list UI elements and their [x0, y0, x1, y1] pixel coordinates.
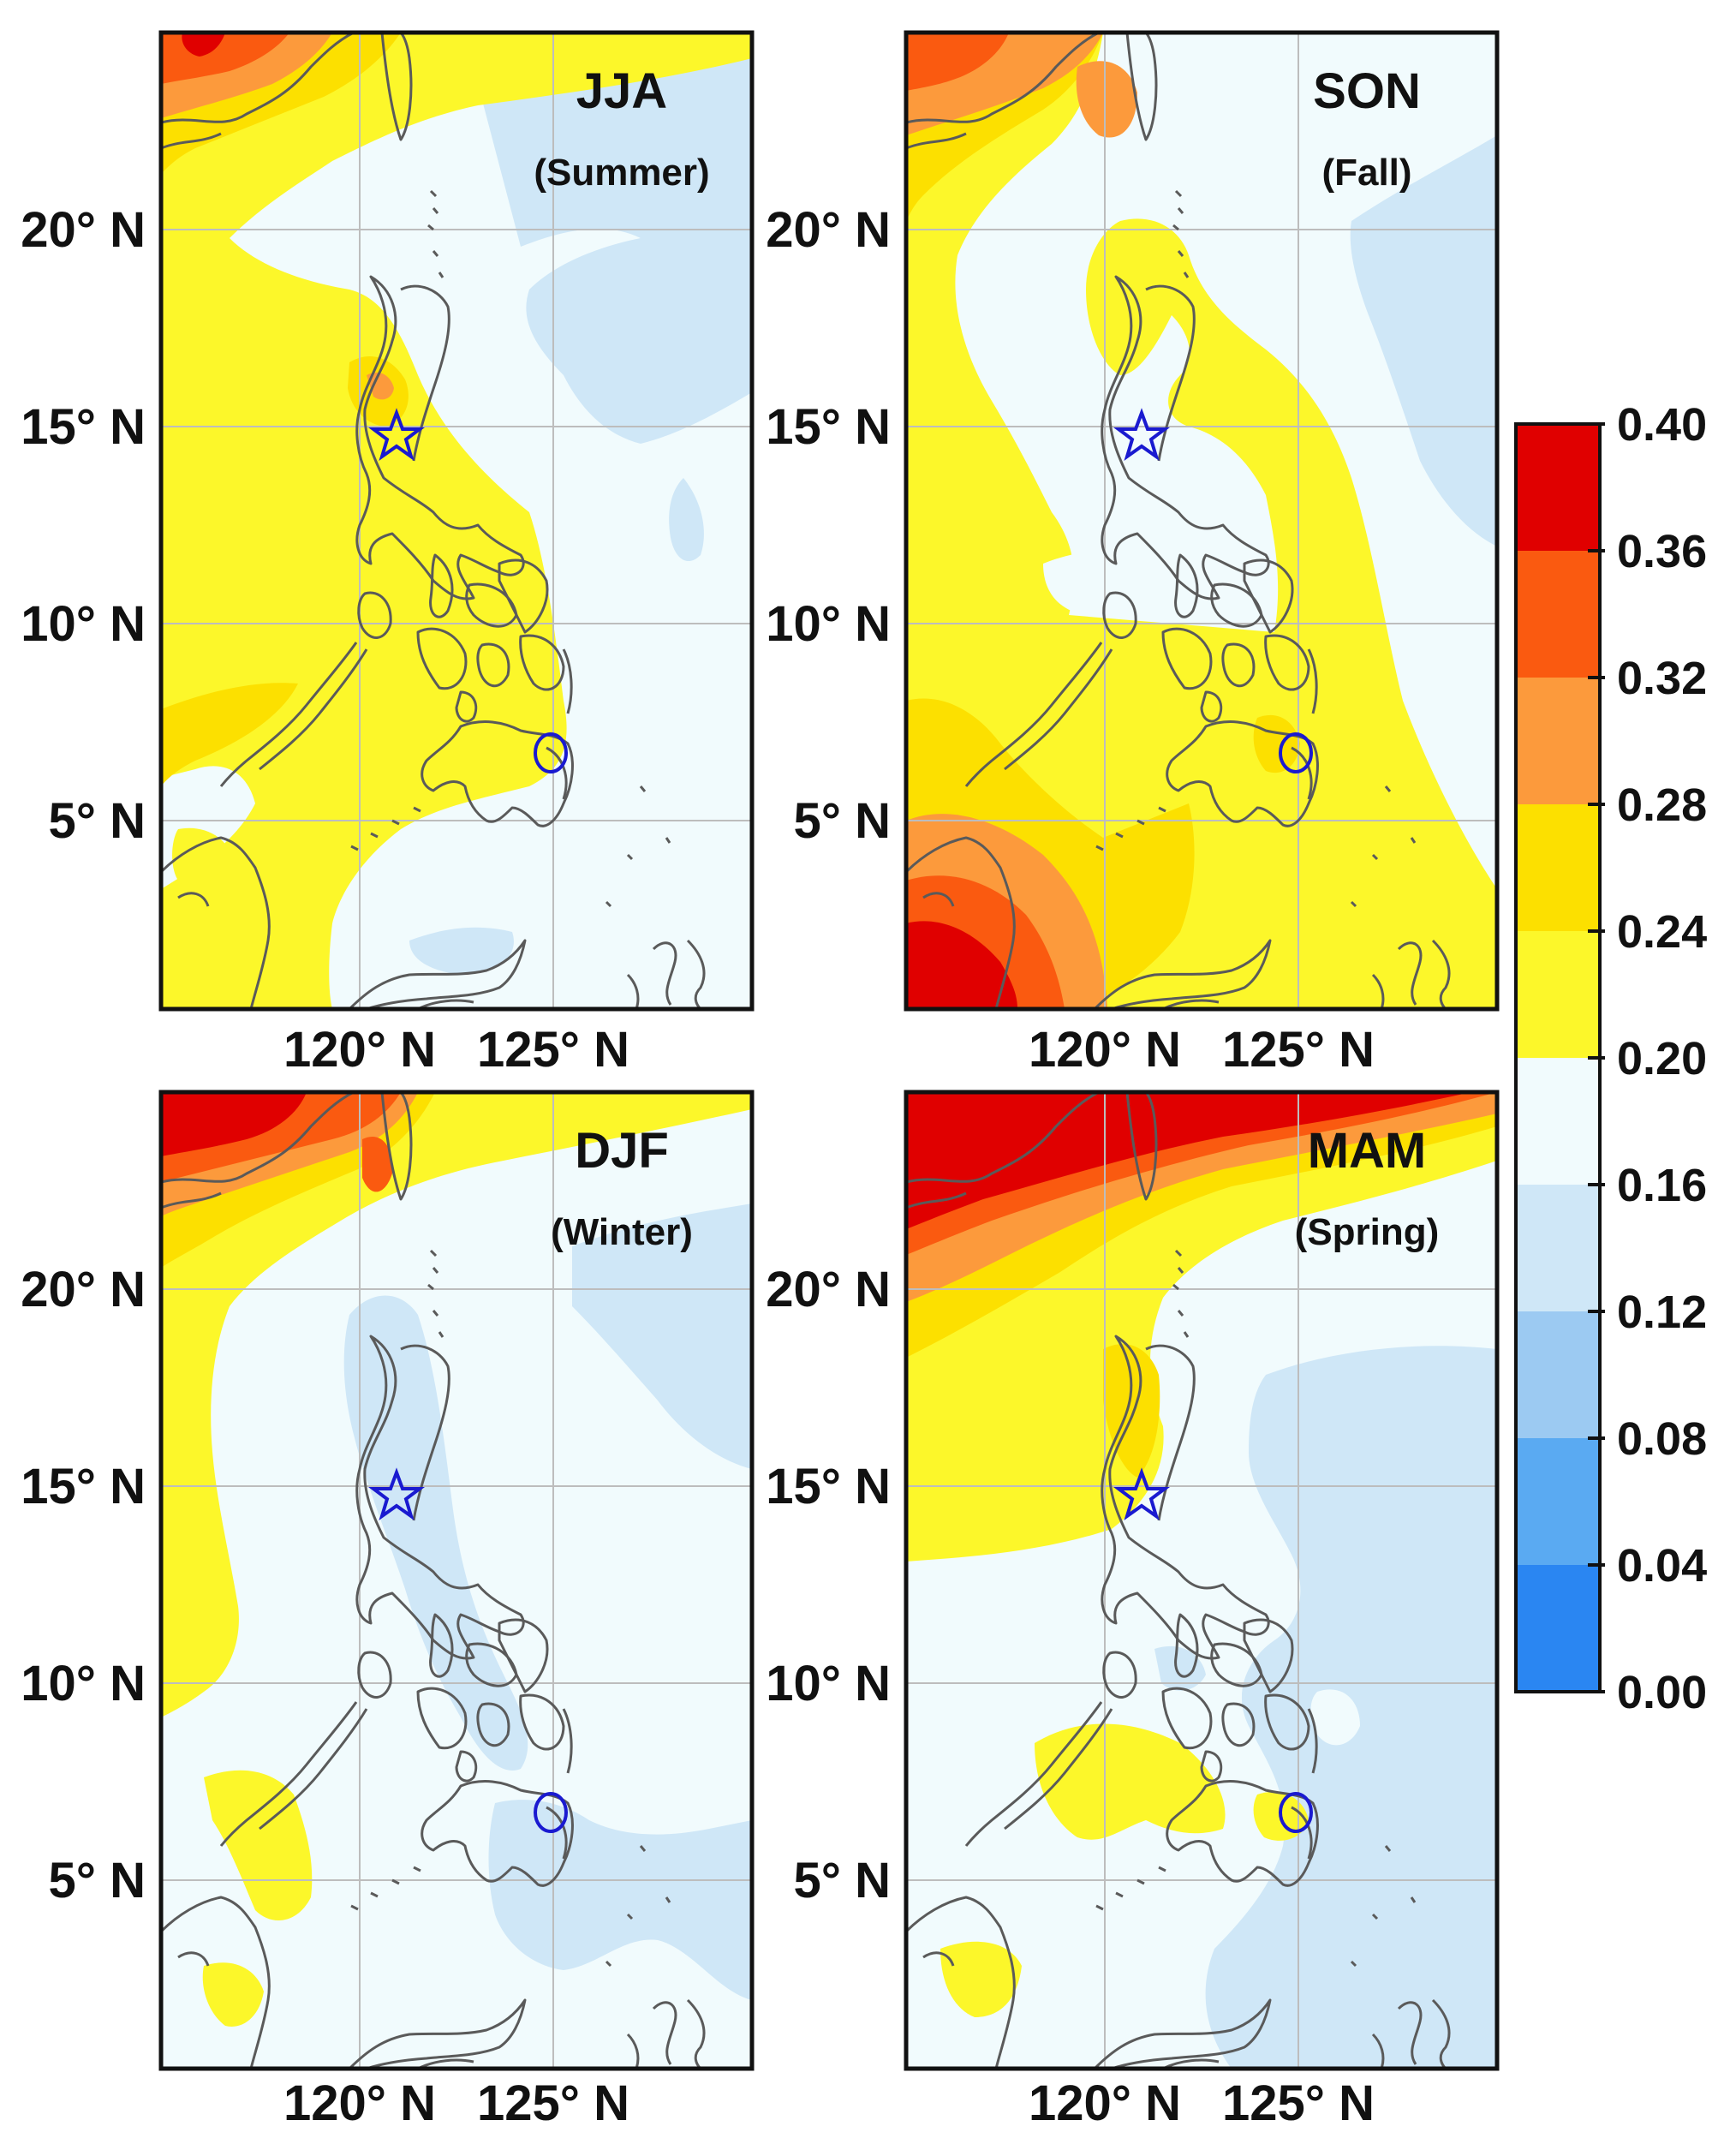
colorbar-bin	[1516, 1058, 1600, 1185]
son-field	[906, 33, 1497, 1009]
jja-frame	[158, 30, 755, 1012]
lat-label: 15° N	[21, 399, 146, 455]
colorbar-tick-label: 0.12	[1617, 1287, 1707, 1338]
circle-marker	[1279, 732, 1313, 773]
lat-label: 10° N	[21, 596, 146, 652]
jja-lon-labels: 120° N 125° N	[283, 1022, 629, 1078]
jja-subtitle: (Summer)	[534, 152, 709, 194]
colorbar-bin	[1516, 551, 1600, 678]
lon-label: 120° N	[283, 1022, 436, 1078]
colorbar: 0.40 0.36 0.32 0.28 0.24 0.20 0.16 0.12 0.08 0.04…	[1514, 399, 1707, 1718]
lat-label: 10° N	[766, 1656, 891, 1711]
lon-label: 120° N	[283, 2075, 436, 2131]
lon-label: 125° N	[477, 2075, 629, 2131]
panel-jja: JJA (Summer) 20° N 15° N 10° N 5° N 120°…	[21, 30, 755, 1078]
star-marker	[368, 408, 425, 461]
lon-label: 120° N	[1029, 2075, 1181, 2131]
circle-marker	[534, 732, 568, 773]
lat-label: 5° N	[49, 1853, 146, 1908]
panel-son: SON (Fall) 20° N 15° N 10° N 5° N 120° N…	[766, 30, 1500, 1078]
colorbar-bin	[1516, 424, 1600, 552]
jja-title: JJA	[576, 63, 667, 119]
son-subtitle: (Fall)	[1321, 152, 1411, 194]
djf-frame	[158, 1090, 755, 2071]
colorbar-tick-label: 0.00	[1617, 1667, 1707, 1718]
lon-label: 125° N	[477, 1022, 629, 1078]
lon-label: 125° N	[1222, 1022, 1375, 1078]
lat-label: 20° N	[21, 202, 146, 258]
lat-label: 10° N	[766, 596, 891, 652]
mam-frame	[904, 1090, 1500, 2071]
colorbar-bin	[1516, 804, 1600, 932]
star-marker	[1113, 408, 1170, 461]
lat-label: 15° N	[766, 399, 891, 455]
colorbar-tick-label: 0.40	[1617, 399, 1707, 451]
djf-title: DJF	[575, 1123, 669, 1179]
djf-field	[161, 1092, 752, 2069]
djf-subtitle: (Winter)	[551, 1211, 693, 1253]
colorbar-tick-label: 0.28	[1617, 779, 1707, 831]
colorbar-tick-label: 0.08	[1617, 1413, 1707, 1465]
lon-label: 120° N	[1029, 1022, 1181, 1078]
star-marker	[368, 1467, 425, 1520]
colorbar-tick-label: 0.36	[1617, 526, 1707, 577]
jja-field	[161, 33, 752, 1009]
lat-label: 15° N	[766, 1459, 891, 1514]
son-frame	[904, 30, 1500, 1012]
colorbar-tick-label: 0.24	[1617, 906, 1707, 958]
colorbar-bin	[1516, 931, 1600, 1059]
colorbar-tick-label: 0.32	[1617, 653, 1707, 704]
mam-title: MAM	[1308, 1123, 1427, 1179]
lat-label: 5° N	[794, 793, 891, 849]
lat-label: 20° N	[21, 1262, 146, 1317]
panel-djf: DJF (Winter) 20° N 15° N 10° N 5° N 120°…	[21, 1090, 755, 2131]
son-title: SON	[1313, 63, 1421, 119]
lat-label: 20° N	[766, 202, 891, 258]
colorbar-bin	[1516, 1311, 1600, 1439]
colorbar-bins	[1516, 424, 1600, 1693]
colorbar-tick-label: 0.16	[1617, 1160, 1707, 1211]
lat-label: 5° N	[49, 793, 146, 849]
circle-marker	[1279, 1792, 1313, 1833]
colorbar-bin	[1516, 678, 1600, 805]
djf-lon-labels: 120° N 125° N	[283, 2075, 629, 2131]
lat-label: 5° N	[794, 1853, 891, 1908]
jja-lat-labels: 20° N 15° N 10° N 5° N	[21, 202, 146, 849]
colorbar-bin	[1516, 1438, 1600, 1566]
star-marker	[1113, 1467, 1170, 1520]
djf-lat-labels: 20° N 15° N 10° N 5° N	[21, 1262, 146, 1908]
colorbar-bin	[1516, 1565, 1600, 1693]
lat-label: 10° N	[21, 1656, 146, 1711]
mam-field	[906, 1092, 1497, 2069]
colorbar-tick-label: 0.04	[1617, 1540, 1707, 1592]
son-lon-labels: 120° N 125° N	[1029, 1022, 1375, 1078]
lat-label: 20° N	[766, 1262, 891, 1317]
colorbar-ticks: 0.40 0.36 0.32 0.28 0.24 0.20 0.16 0.12 0.08 0.04…	[1588, 399, 1707, 1718]
lat-label: 15° N	[21, 1459, 146, 1514]
lon-label: 125° N	[1222, 2075, 1375, 2131]
son-lat-labels: 20° N 15° N 10° N 5° N	[766, 202, 891, 849]
mam-lat-labels: 20° N 15° N 10° N 5° N	[766, 1262, 891, 1908]
colorbar-tick-label: 0.20	[1617, 1033, 1707, 1084]
panel-mam: MAM (Spring) 20° N 15° N 10° N 5° N 120°…	[766, 1090, 1500, 2131]
colorbar-bin	[1516, 1185, 1600, 1312]
circle-marker	[534, 1792, 568, 1833]
mam-lon-labels: 120° N 125° N	[1029, 2075, 1375, 2131]
mam-subtitle: (Spring)	[1295, 1211, 1440, 1253]
